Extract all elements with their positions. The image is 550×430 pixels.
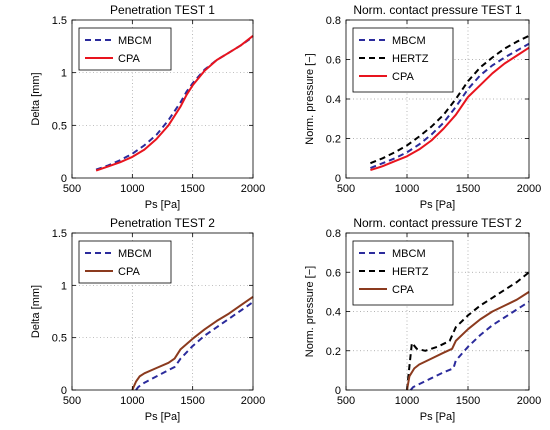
series-line-cpa xyxy=(406,291,530,391)
y-tick-label: 1.5 xyxy=(52,228,67,240)
y-tick-label: 1.5 xyxy=(52,15,67,27)
y-tick-label: 0.4 xyxy=(326,307,341,319)
y-tick-label: 0 xyxy=(61,173,67,185)
y-tick-label: 1 xyxy=(61,68,67,80)
chart-title: Penetration TEST 1 xyxy=(110,3,215,17)
x-tick-label: 500 xyxy=(63,395,81,407)
series-line-mbcm xyxy=(370,42,530,170)
x-tick-label: 2000 xyxy=(517,395,541,407)
x-tick-label: 1000 xyxy=(120,183,144,195)
legend-label: MBCM xyxy=(392,248,426,260)
x-tick-label: 1000 xyxy=(120,395,144,407)
x-tick-label: 2000 xyxy=(241,395,265,407)
y-tick-label: 0.5 xyxy=(52,333,67,345)
legend: MBCM HERTZ CPA xyxy=(352,27,454,93)
series-line-mbcm xyxy=(409,300,530,391)
x-tick-label: 2000 xyxy=(241,183,265,195)
x-axis-label: Ps [Pa] xyxy=(420,411,455,423)
axes-frame xyxy=(71,232,254,391)
x-axis-label: Ps [Pa] xyxy=(145,411,180,423)
chart-2: 500 1000 1500 2000 0 0.2 0.4 0.6 0.8 Norm. contac… xyxy=(304,3,541,211)
series-line-hertz xyxy=(406,271,530,391)
legend-box xyxy=(78,240,172,284)
legend-label: MBCM xyxy=(118,35,152,47)
chart-title: Norm. contact pressure TEST 2 xyxy=(353,216,522,230)
legend-label: CPA xyxy=(118,266,140,278)
legend: MBCM CPA xyxy=(78,27,172,71)
x-tick-label: 1500 xyxy=(456,395,480,407)
y-tick-label: 0 xyxy=(335,385,341,397)
series-line-cpa xyxy=(131,295,254,391)
y-tick-label: 0 xyxy=(335,173,341,185)
y-tick-label: 0.2 xyxy=(326,346,341,358)
legend-label: MBCM xyxy=(392,35,426,47)
chart-4: 500 1000 1500 2000 0 0.2 0.4 0.6 0.8 Norm. contac… xyxy=(304,216,541,423)
legend-box xyxy=(78,27,172,71)
chart-title: Norm. contact pressure TEST 1 xyxy=(353,3,522,17)
axes-frame xyxy=(71,19,254,179)
legend: MBCM CPA xyxy=(78,240,172,284)
x-tick-label: 500 xyxy=(337,395,355,407)
x-tick-label: 1500 xyxy=(180,395,204,407)
series-line-mbcm xyxy=(95,36,254,171)
legend-label: CPA xyxy=(392,71,414,83)
legend-label: CPA xyxy=(118,53,140,65)
y-tick-label: 1 xyxy=(61,280,67,292)
x-axis-label: Ps [Pa] xyxy=(145,199,180,211)
y-axis-label: Norm. pressure [−] xyxy=(304,53,316,144)
legend-label: HERTZ xyxy=(392,53,429,65)
chart-title: Penetration TEST 2 xyxy=(110,216,215,230)
y-axis-label: Norm. pressure [−] xyxy=(304,266,316,357)
legend-label: MBCM xyxy=(118,248,152,260)
x-tick-label: 1500 xyxy=(180,183,204,195)
y-tick-label: 0 xyxy=(61,385,67,397)
y-tick-label: 0.5 xyxy=(52,120,67,132)
y-tick-label: 0.2 xyxy=(326,134,341,146)
y-axis-label: Delta [mm] xyxy=(30,285,42,338)
x-tick-label: 1000 xyxy=(395,183,419,195)
y-tick-label: 0.6 xyxy=(326,267,341,279)
series-line-cpa xyxy=(370,46,530,172)
y-tick-label: 0.8 xyxy=(326,228,341,240)
y-tick-label: 0.4 xyxy=(326,94,341,106)
series-line-cpa xyxy=(95,35,254,172)
x-tick-label: 2000 xyxy=(517,183,541,195)
y-axis-label: Delta [mm] xyxy=(30,72,42,125)
legend-box xyxy=(352,240,454,306)
legend-box xyxy=(352,27,454,93)
y-tick-label: 0.6 xyxy=(326,55,341,67)
legend-label: HERTZ xyxy=(392,266,429,278)
x-axis-label: Ps [Pa] xyxy=(420,199,455,211)
chart-1: 500 1000 1500 2000 0 0.5 1 1.5 Penetration TEST … xyxy=(30,3,265,211)
legend: MBCM HERTZ CPA xyxy=(352,240,454,306)
series-line-mbcm xyxy=(135,301,254,391)
y-tick-label: 0.8 xyxy=(326,15,341,27)
legend-label: CPA xyxy=(392,284,414,296)
x-tick-label: 1500 xyxy=(456,183,480,195)
x-tick-label: 1000 xyxy=(395,395,419,407)
chart-3: 500 1000 1500 2000 0 0.5 1 1.5 Penetration TEST … xyxy=(30,216,265,423)
x-tick-label: 500 xyxy=(63,183,81,195)
x-tick-label: 500 xyxy=(337,183,355,195)
